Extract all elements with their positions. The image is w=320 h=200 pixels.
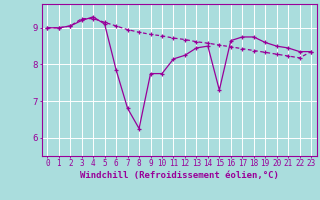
X-axis label: Windchill (Refroidissement éolien,°C): Windchill (Refroidissement éolien,°C) [80, 171, 279, 180]
